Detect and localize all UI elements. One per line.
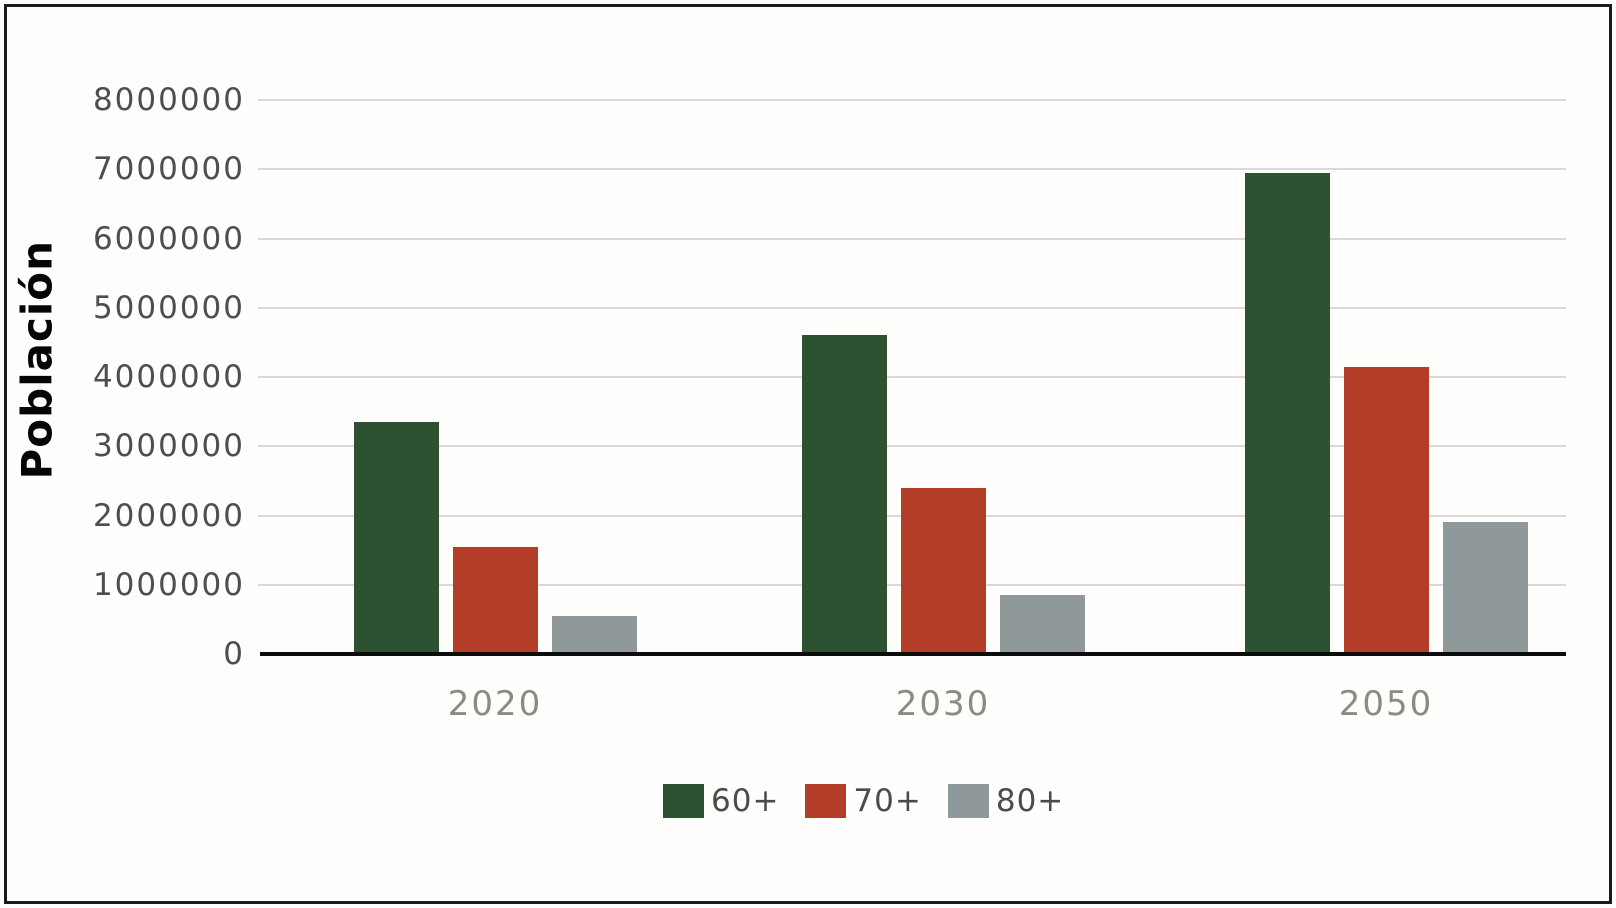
bar-2020-60plus	[353, 422, 439, 654]
legend-label-80plus: 80+	[995, 783, 1065, 819]
bar-2050-70plus	[1343, 366, 1429, 654]
bar-2020-70plus	[452, 546, 538, 654]
gridline	[258, 376, 1566, 378]
bar-2020-80plus	[551, 615, 637, 654]
y-tick-label: 0	[223, 636, 245, 672]
y-tick-label: 2000000	[92, 497, 245, 534]
legend-swatch-70plus	[805, 784, 847, 818]
gridline	[258, 306, 1566, 309]
legend-item-60plus: 60+	[663, 783, 779, 819]
legend-swatch-80plus	[947, 784, 989, 818]
legend-label-60plus: 60+	[711, 783, 780, 819]
chart-legend: 60+ 70+ 80+	[663, 783, 1064, 819]
y-tick-label: 7000000	[92, 151, 245, 188]
bar-2050-80plus	[1442, 522, 1528, 654]
y-tick-label: 6000000	[92, 220, 245, 257]
y-tick-label: 1000000	[92, 566, 245, 603]
gridline	[258, 99, 1566, 101]
legend-item-70plus: 70+	[805, 783, 921, 819]
y-tick-label: 3000000	[92, 428, 245, 465]
gridline	[258, 445, 1566, 448]
x-axis-line	[260, 652, 1566, 656]
bar-2030-80plus	[999, 595, 1085, 654]
bar-2030-60plus	[801, 335, 887, 654]
legend-swatch-60plus	[663, 784, 704, 818]
x-axis-label-2020: 2020	[447, 684, 543, 724]
gridline	[258, 237, 1566, 240]
legend-label-70plus: 70+	[853, 783, 922, 819]
x-axis-label-2050: 2050	[1338, 684, 1434, 724]
plot-area	[258, 99, 1566, 656]
x-axis-label-2030: 2030	[895, 684, 991, 724]
gridline	[258, 168, 1566, 171]
y-tick-label: 4000000	[92, 359, 245, 395]
bar-2030-70plus	[900, 487, 986, 654]
legend-item-80plus: 80+	[947, 783, 1065, 819]
bar-2050-60plus	[1244, 172, 1330, 654]
y-tick-label: 8000000	[92, 82, 245, 118]
y-tick-label: 5000000	[92, 289, 245, 326]
